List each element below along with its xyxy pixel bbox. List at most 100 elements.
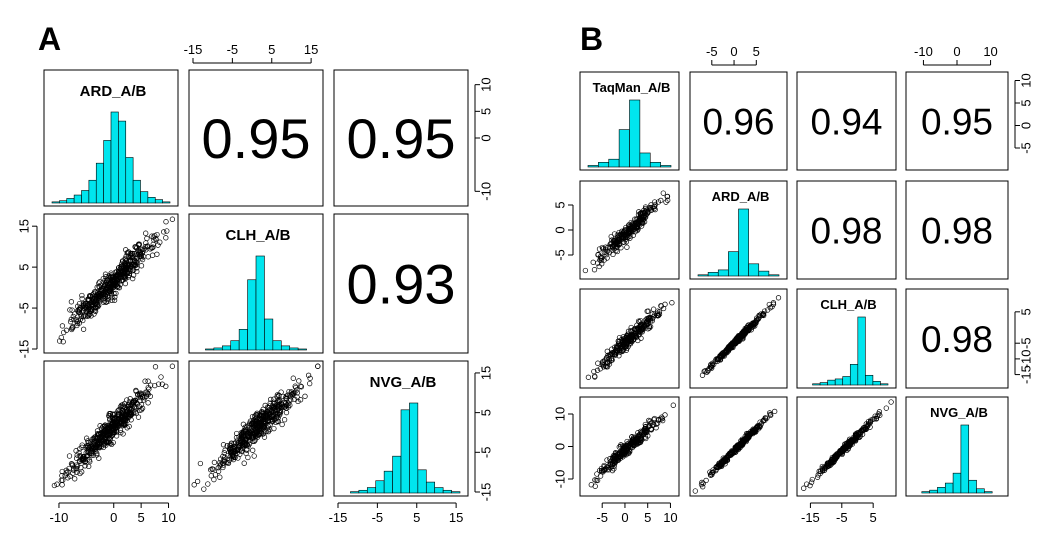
cell-frame: [188, 69, 324, 207]
scatter-point: [118, 261, 125, 267]
scatter-point: [285, 400, 292, 406]
histogram-bar: [984, 491, 993, 494]
scatter-point: [143, 230, 149, 236]
scatter-point: [125, 274, 131, 280]
tick-label: 0: [1018, 122, 1033, 129]
correlation-value: 0.95: [202, 107, 311, 170]
scatter-point: [123, 263, 129, 269]
scatter-point: [611, 454, 618, 461]
scatter-point: [629, 434, 635, 440]
scatter-point: [298, 384, 305, 390]
scatter-point: [608, 355, 615, 362]
scatter-points: [191, 363, 321, 492]
histogram-bar: [417, 469, 427, 494]
scatter-point: [592, 477, 598, 483]
scatter-point: [871, 416, 877, 422]
scatter-point: [140, 397, 147, 403]
scatter-point: [638, 326, 645, 332]
scatter-point: [240, 421, 247, 427]
scatter-point: [108, 270, 114, 276]
histogram-bar: [660, 165, 672, 168]
tick-label: 0: [478, 134, 493, 141]
scatter-point: [91, 311, 97, 317]
correlation-value: 0.95: [921, 101, 993, 142]
scatter-point: [221, 450, 227, 456]
scatter-point: [624, 244, 630, 250]
scatter-point: [270, 404, 276, 410]
histogram-bar: [247, 279, 257, 351]
scatter-point: [100, 299, 107, 305]
tick-label: -5: [16, 302, 31, 314]
scatter-point: [636, 209, 642, 215]
scatter-point: [626, 334, 632, 340]
variable-label: NVG_A/B: [930, 405, 988, 420]
scatter-point: [273, 410, 279, 416]
scatter-point: [116, 285, 122, 291]
scatter-point: [85, 443, 91, 449]
scatter-point: [307, 380, 313, 387]
histogram-bar: [230, 340, 240, 351]
histogram-bar: [608, 158, 620, 168]
scatter-point: [653, 421, 659, 427]
correlation-value: 0.95: [347, 107, 456, 170]
cell-frame: [796, 180, 897, 280]
panel-label-a: A: [38, 21, 61, 57]
histogram-bar: [125, 157, 134, 204]
scatter-point: [154, 251, 160, 257]
scatter-point: [194, 478, 201, 485]
scatter-point: [145, 254, 151, 260]
scatter-point: [801, 485, 807, 491]
scatter-point: [239, 435, 246, 442]
scatter-point: [597, 366, 603, 372]
scatter-point: [111, 297, 118, 303]
scatter-point: [60, 339, 66, 345]
panel-label-b: B: [580, 21, 603, 57]
scatter-point: [225, 460, 232, 466]
scatter-point: [612, 458, 618, 464]
scatter-point: [298, 383, 304, 389]
scatter-point: [724, 457, 731, 463]
scatter-point: [211, 459, 218, 466]
cell-frame: [43, 360, 179, 497]
scatter-point: [664, 193, 670, 200]
scatter-point: [804, 481, 810, 487]
scatter-point: [877, 412, 883, 418]
scatter-point: [654, 420, 661, 426]
scatter-point: [631, 443, 637, 449]
histogram-bar: [865, 374, 874, 386]
scatter-point: [645, 210, 651, 216]
scatter-point: [126, 254, 133, 261]
scatter-point: [122, 280, 129, 287]
scatter-point: [602, 244, 609, 250]
scatter-point: [110, 439, 116, 446]
scatter-point: [658, 197, 664, 204]
scatter-point: [111, 419, 118, 426]
scatter-point: [163, 219, 169, 225]
panel-a: A ARD_A/B CLH_A/B NVG_A/B 0.95 0.95 0.93 -15 -5…: [16, 21, 493, 525]
scatter-point: [246, 441, 253, 447]
histogram-bar: [618, 129, 630, 168]
scatter-point: [767, 411, 773, 418]
cell-frame: [579, 288, 680, 389]
histogram-bar: [768, 274, 780, 277]
scatter-point: [86, 463, 92, 470]
scatter-point: [705, 367, 711, 373]
scatter-point: [660, 190, 666, 196]
scatter-point: [646, 417, 652, 424]
scatter-point: [647, 323, 654, 330]
histogram-bar: [88, 179, 97, 204]
scatter-point: [100, 431, 106, 438]
scatter-point: [69, 307, 75, 313]
cell-frame: [579, 71, 680, 171]
scatter-point: [54, 481, 60, 487]
scatter-point: [115, 270, 122, 276]
scatter-point: [752, 320, 758, 327]
scatter-point: [114, 268, 120, 275]
scatter-point: [670, 402, 676, 408]
scatter-point: [268, 396, 274, 403]
histogram-bar: [834, 378, 844, 386]
scatter-point: [647, 418, 653, 424]
scatter-point: [614, 232, 621, 238]
scatter-point: [651, 205, 657, 212]
scatter-point: [286, 397, 292, 404]
